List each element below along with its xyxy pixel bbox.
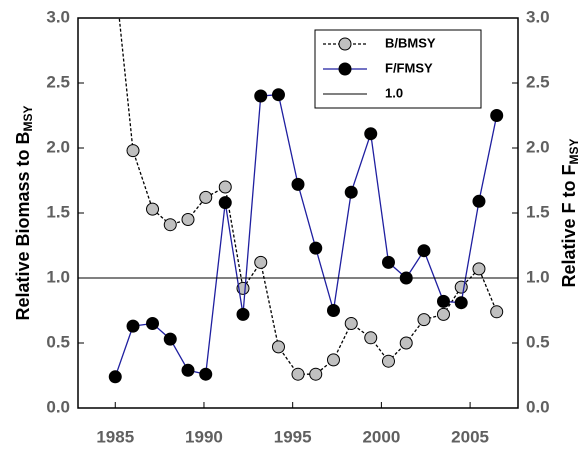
data-point xyxy=(364,331,378,345)
plot-area xyxy=(108,18,504,384)
data-point xyxy=(490,305,504,319)
y-tick-label: 2.0 xyxy=(46,137,70,156)
legend-marker xyxy=(338,37,352,51)
y2-tick-label: 0.0 xyxy=(526,397,550,416)
data-point xyxy=(490,109,504,122)
y2-tick-label: 0.5 xyxy=(526,332,550,351)
data-point xyxy=(436,294,450,308)
data-point xyxy=(271,340,285,354)
x-tick-label: 2005 xyxy=(451,427,489,446)
y-axis-title-main: Relative Biomass to B xyxy=(13,131,33,320)
series-line xyxy=(118,18,498,375)
y2-axis-title: Relative F to FMSY xyxy=(559,138,581,287)
y-tick-label: 0.0 xyxy=(46,397,70,416)
y2-tick-label: 1.5 xyxy=(526,202,550,221)
y2-tick-label: 2.0 xyxy=(526,137,550,156)
data-point xyxy=(454,296,468,310)
data-point xyxy=(126,319,140,333)
x-tick-label: 2000 xyxy=(362,427,400,446)
y-tick-label: 1.0 xyxy=(46,267,70,286)
legend-marker xyxy=(338,62,352,76)
data-point xyxy=(364,127,378,141)
y2-tick-label: 3.0 xyxy=(526,7,550,26)
data-point xyxy=(417,313,431,327)
data-point xyxy=(181,213,195,226)
data-point xyxy=(218,180,232,194)
y-tick-label: 0.5 xyxy=(46,332,70,351)
y2-tick-label: 2.5 xyxy=(526,72,550,91)
y-axis-title: Relative Biomass to BMSY xyxy=(13,105,35,320)
data-point xyxy=(309,241,323,255)
data-point xyxy=(381,354,395,368)
y-tick-label: 1.5 xyxy=(46,202,70,221)
data-point xyxy=(326,353,340,367)
data-point xyxy=(218,196,232,210)
data-point xyxy=(254,255,268,269)
legend-label: B/BMSY xyxy=(385,35,436,50)
legend-label: 1.0 xyxy=(385,85,403,100)
data-point xyxy=(309,367,323,381)
x-tick-label: 1990 xyxy=(185,427,223,446)
y2-tick-label: 1.0 xyxy=(526,267,550,286)
data-point xyxy=(163,218,177,232)
data-point xyxy=(399,336,413,350)
y-axis-title-sub: MSY xyxy=(21,105,35,131)
y2-axis-title-main: Relative F to F xyxy=(559,164,579,287)
data-point xyxy=(291,367,305,381)
data-point xyxy=(146,317,160,330)
data-point xyxy=(146,202,160,216)
data-point xyxy=(181,363,195,377)
data-point xyxy=(199,190,213,204)
data-point xyxy=(436,307,450,321)
data-point xyxy=(417,244,431,258)
data-point xyxy=(472,194,486,208)
y-tick-label: 2.5 xyxy=(46,72,70,91)
data-point xyxy=(326,304,340,317)
series-line xyxy=(114,94,498,378)
data-point xyxy=(472,262,486,276)
data-point xyxy=(254,89,268,103)
data-point xyxy=(454,280,468,294)
data-point xyxy=(344,185,358,199)
data-point xyxy=(163,332,177,346)
x-tick-label: 1995 xyxy=(274,427,312,446)
legend-label: F/FMSY xyxy=(385,60,433,75)
data-point xyxy=(271,88,285,102)
data-point xyxy=(236,307,250,321)
data-point xyxy=(291,177,305,191)
data-point xyxy=(199,367,213,381)
data-point xyxy=(126,144,140,158)
y-tick-label: 3.0 xyxy=(46,7,70,26)
data-point xyxy=(381,255,395,269)
y2-axis-title-sub: MSY xyxy=(567,138,581,164)
data-point xyxy=(108,370,122,384)
x-tick-label: 1985 xyxy=(96,427,134,446)
data-point xyxy=(344,317,358,330)
